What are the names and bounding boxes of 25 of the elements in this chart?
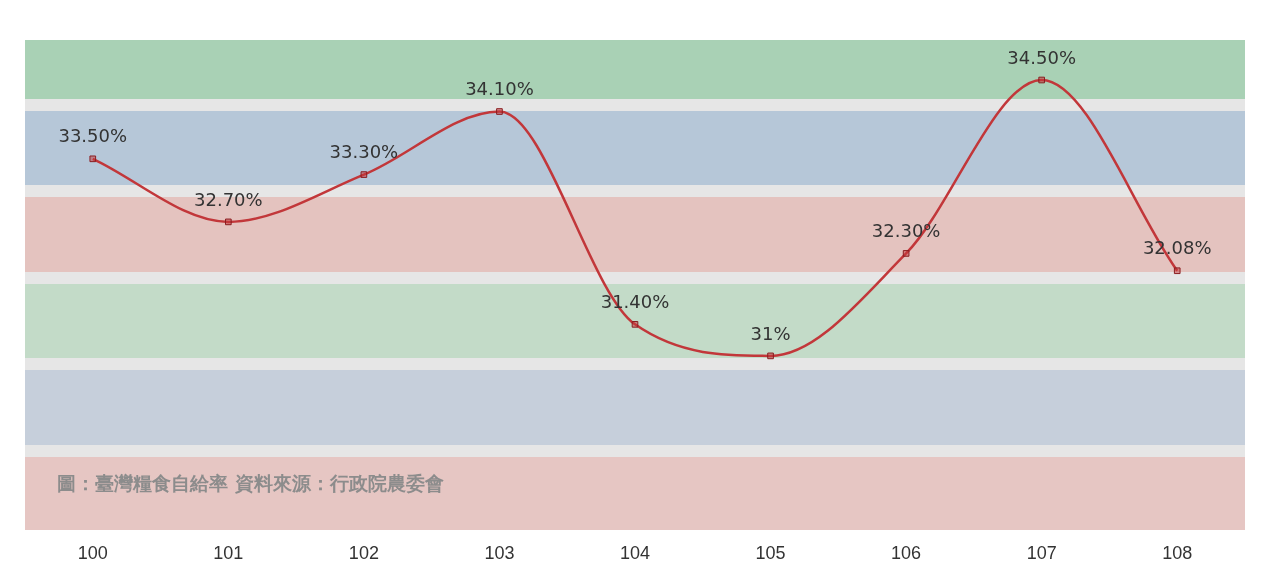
x-tick-label: 108 <box>1162 543 1193 564</box>
point <box>360 171 368 178</box>
point <box>902 250 910 257</box>
x-tick-label: 100 <box>77 543 108 564</box>
data-label: 33.30% <box>329 141 399 163</box>
point <box>767 352 774 360</box>
point <box>225 218 232 226</box>
point <box>631 321 639 328</box>
point <box>1173 267 1181 275</box>
data-label: 34.10% <box>465 78 534 100</box>
data-label: 31% <box>750 322 791 344</box>
point <box>496 108 503 115</box>
x-tick-label: 105 <box>755 543 786 564</box>
data-label: 33.50% <box>58 125 128 147</box>
x-tick-label: 102 <box>348 543 379 564</box>
data-label: 34.50% <box>1007 46 1076 68</box>
x-tick-label: 106 <box>891 543 922 564</box>
text: 圖：臺灣糧食自給率 資料來源：行政院農委會 <box>57 472 444 495</box>
x-tick-label: 104 <box>619 543 651 564</box>
data-label: 32.70% <box>194 188 263 210</box>
x-tick-label: 101 <box>213 543 244 564</box>
x-tick-label: 103 <box>484 543 515 564</box>
x-tick-label: 107 <box>1026 543 1057 564</box>
point <box>89 155 97 163</box>
point <box>1038 76 1045 84</box>
